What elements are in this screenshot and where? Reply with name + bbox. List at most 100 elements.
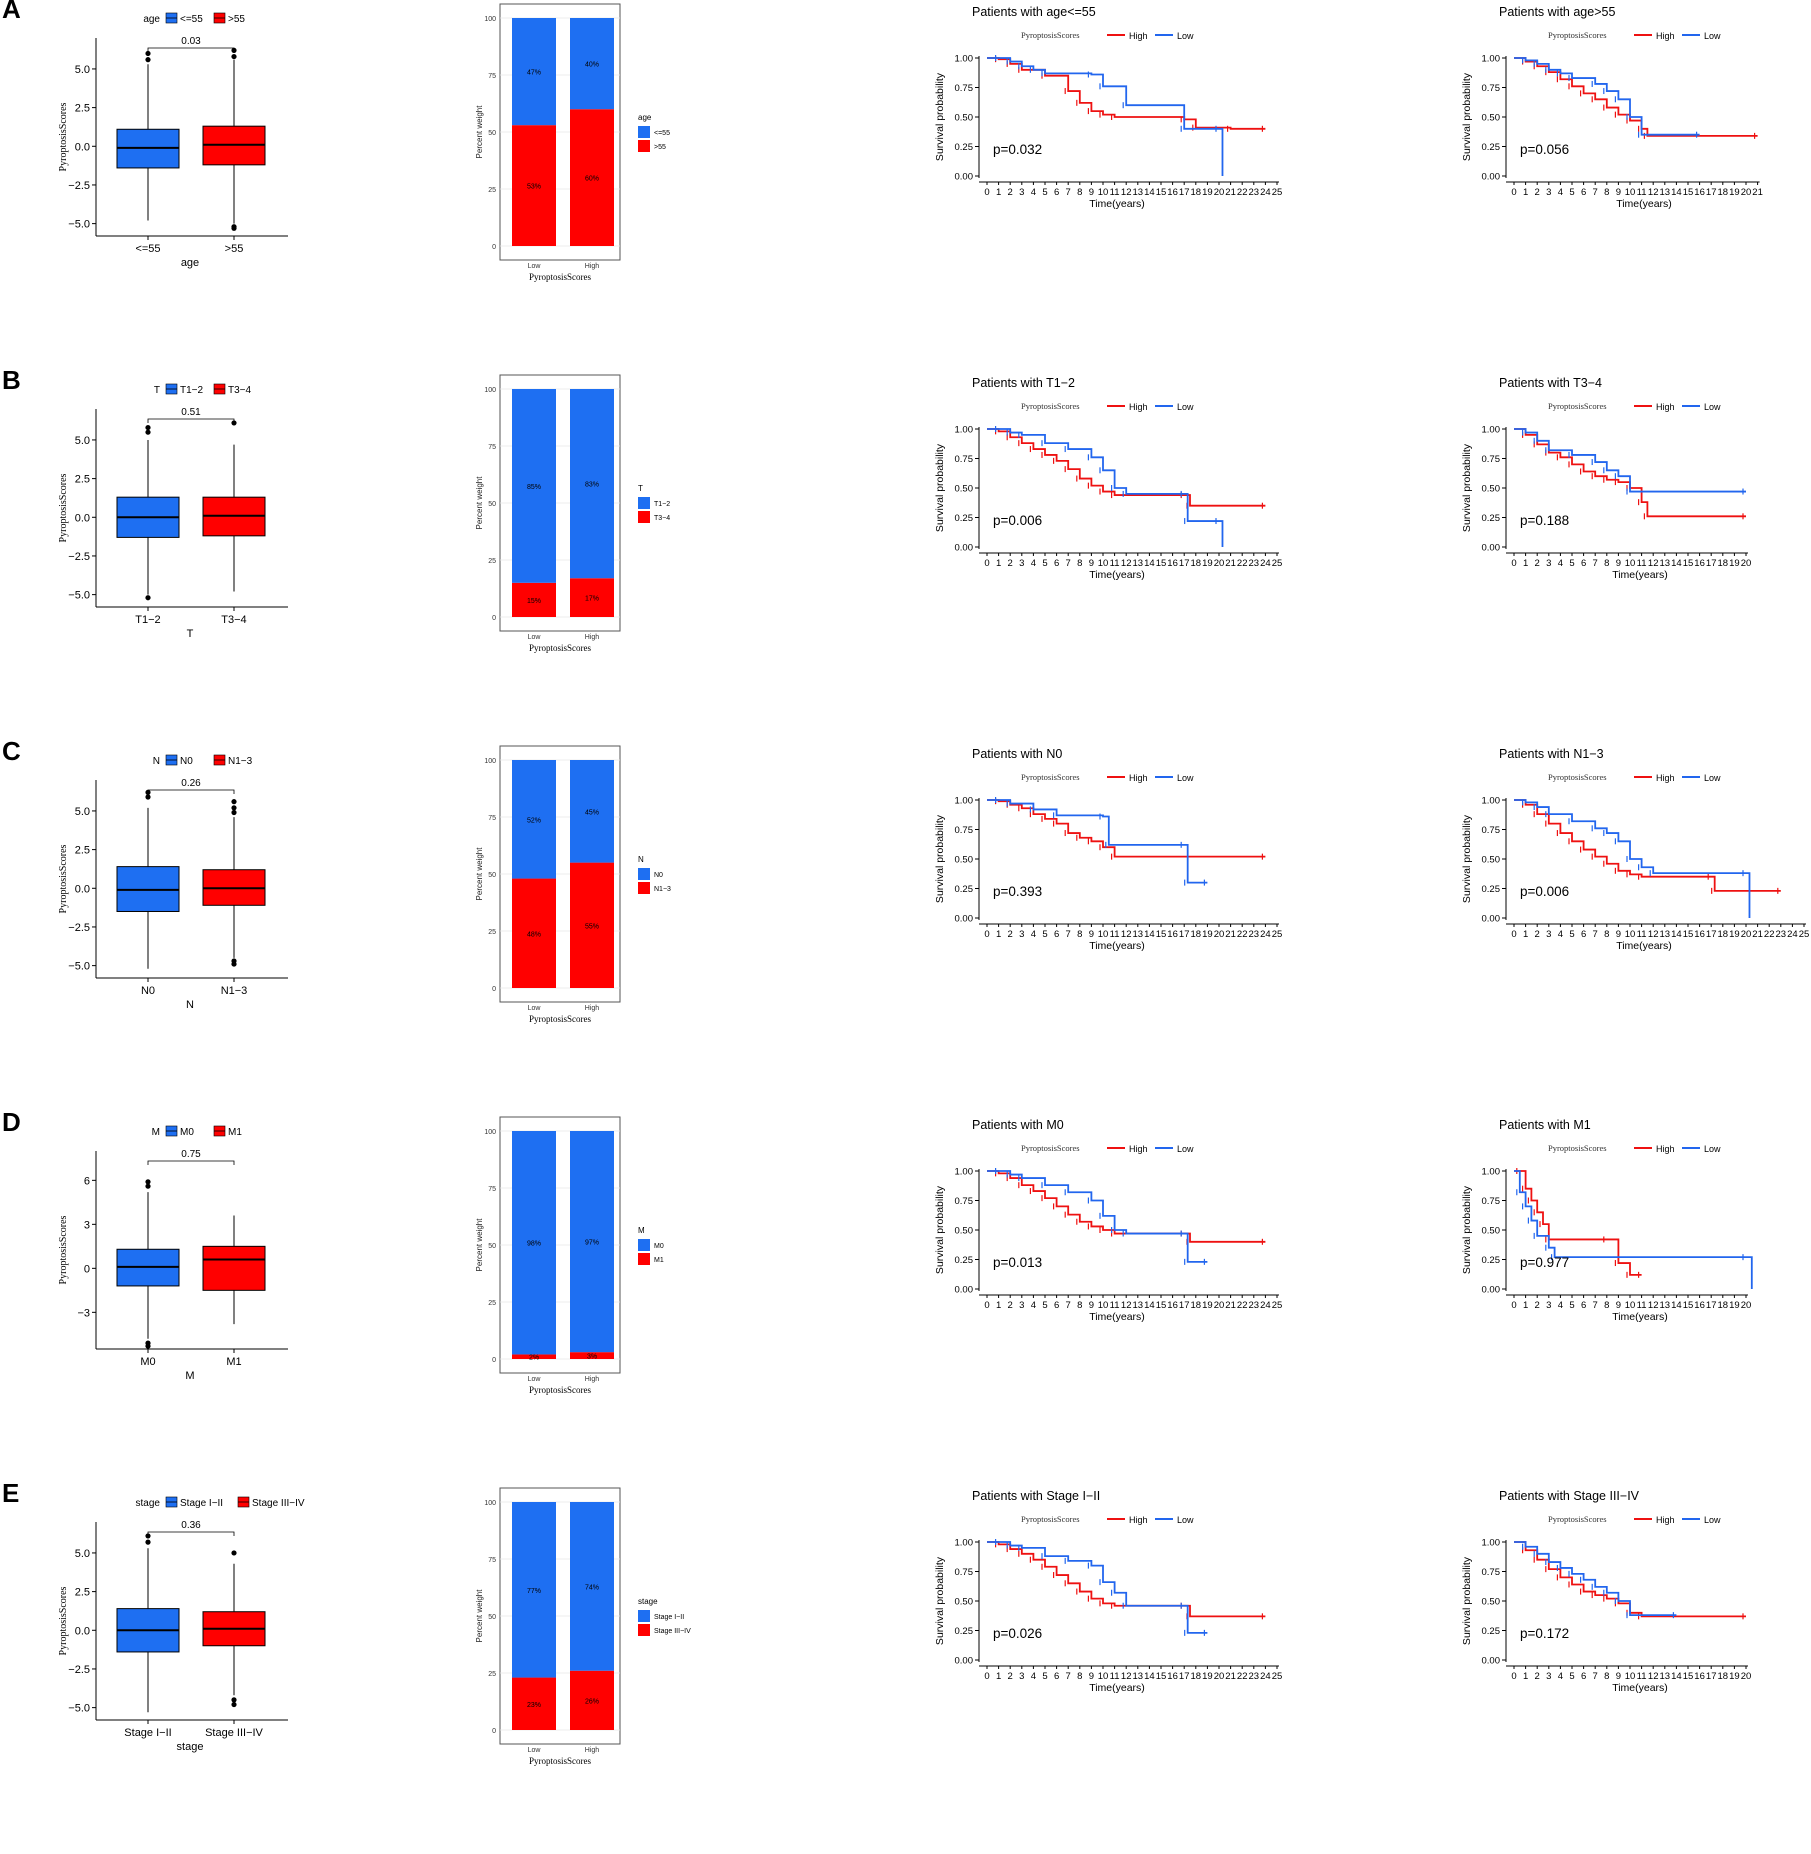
- legend-title: T: [638, 484, 643, 493]
- x-tick-label: 7: [1593, 929, 1598, 940]
- y-tick-label: 25: [488, 1671, 496, 1678]
- km-legend-label-low: Low: [1704, 31, 1721, 41]
- x-tick-label: 12: [1648, 187, 1659, 198]
- y-tick-label: 25: [488, 1300, 496, 1307]
- x-tick-label: 24: [1787, 929, 1798, 940]
- y-axis-label: PyroptosisScores: [58, 102, 69, 171]
- legend-label-0: <=55: [654, 130, 670, 137]
- km-curve-high: [987, 428, 1266, 507]
- x-tick-label: 9: [1616, 1671, 1621, 1682]
- y-tick-label: −3: [77, 1307, 90, 1319]
- outlier-point: [145, 794, 151, 800]
- x-tick-label: 18: [1191, 1671, 1202, 1682]
- legend-label-0: T1−2: [654, 501, 670, 508]
- bar-segment-N1−3: [570, 862, 614, 988]
- y-tick-label: 1.00: [1482, 796, 1501, 807]
- km-legend-label-low: Low: [1704, 1144, 1721, 1154]
- x-axis-label: Time(years): [1089, 1682, 1145, 1694]
- x-tick-label: 19: [1729, 1671, 1740, 1682]
- x-tick-label: 18: [1191, 929, 1202, 940]
- y-tick-label: 2.5: [75, 845, 90, 857]
- x-axis-label: Time(years): [1612, 1311, 1668, 1323]
- x-tick-label: 5: [1042, 1300, 1047, 1311]
- x-tick-label: 19: [1729, 929, 1740, 940]
- km-p-value: p=0.056: [1520, 142, 1569, 157]
- y-tick-label: 0.50: [955, 855, 974, 866]
- y-axis-label: Survival probability: [934, 72, 946, 161]
- y-tick-label: 0.50: [955, 113, 974, 124]
- km-curve-low: [987, 428, 1224, 547]
- p-bracket: [147, 47, 235, 52]
- x-axis-label: PyroptosisScores: [529, 272, 592, 282]
- x-tick-label: 7: [1593, 558, 1598, 569]
- km-legend-label-low: Low: [1177, 31, 1194, 41]
- y-tick-label: 75: [488, 1186, 496, 1193]
- x-axis-label: stage: [177, 1741, 204, 1753]
- x-tick-label: 6: [1581, 1300, 1586, 1311]
- y-tick-label: 0: [492, 244, 496, 251]
- x-tick-label: 23: [1249, 187, 1260, 198]
- outlier-point: [231, 961, 237, 967]
- x-axis-label: Time(years): [1612, 569, 1668, 581]
- bar-segment-T3−4: [570, 578, 614, 617]
- x-tick-label: 18: [1718, 1671, 1729, 1682]
- y-tick-label: 0.25: [955, 142, 974, 153]
- km-legend-label-high: High: [1129, 773, 1148, 783]
- km-legend-label-low: Low: [1177, 773, 1194, 783]
- x-tick-label: High: [585, 634, 600, 641]
- y-tick-label: −5.0: [68, 590, 90, 602]
- x-tick-label: 18: [1191, 558, 1202, 569]
- x-tick-label: 10: [1625, 187, 1636, 198]
- x-tick-label: 8: [1077, 558, 1082, 569]
- x-tick-label: 25: [1272, 187, 1283, 198]
- legend-key-1: [638, 882, 650, 894]
- y-axis-label: Percent weight: [475, 476, 484, 530]
- x-tick-label: 15: [1683, 1300, 1694, 1311]
- y-tick-label: 0.00: [1482, 1656, 1501, 1667]
- x-tick-label: Low: [528, 1005, 542, 1012]
- p-value: 0.51: [181, 407, 201, 418]
- bar-data-label: 15%: [527, 598, 541, 605]
- x-tick-label: 5: [1042, 1671, 1047, 1682]
- legend-key-0: [638, 497, 650, 509]
- x-tick-label: 15: [1683, 1671, 1694, 1682]
- x-tick-label: High: [585, 1376, 600, 1383]
- x-tick-label: 20: [1214, 929, 1225, 940]
- box-legend-title: N: [153, 756, 160, 767]
- y-axis-label: Survival probability: [1461, 814, 1473, 903]
- x-tick-label: 5: [1569, 1671, 1574, 1682]
- km-title: Patients with Stage III−IV: [1499, 1489, 1640, 1503]
- x-tick-label: 3: [1019, 929, 1024, 940]
- km-p-value: p=0.393: [993, 884, 1042, 899]
- km-curve-low: [1514, 57, 1700, 136]
- outlier-point: [145, 57, 151, 63]
- y-tick-label: 0.0: [75, 512, 90, 524]
- y-tick-label: 0.75: [955, 1196, 974, 1207]
- y-tick-label: 0: [492, 615, 496, 622]
- km-curve-high: [987, 57, 1266, 130]
- km-legend-title: PyroptosisScores: [1548, 772, 1607, 782]
- x-tick-label: 7: [1593, 1300, 1598, 1311]
- y-tick-label: 0.25: [1482, 884, 1501, 895]
- x-tick-label: 22: [1237, 558, 1248, 569]
- x-tick-label: 9: [1089, 1300, 1094, 1311]
- y-tick-label: 0.25: [1482, 1626, 1501, 1637]
- x-tick-label: 10: [1625, 558, 1636, 569]
- y-tick-label: −2.5: [68, 922, 90, 934]
- x-tick-label: 2: [1008, 929, 1013, 940]
- legend-key-1: [638, 511, 650, 523]
- x-tick-label: 19: [1202, 1671, 1213, 1682]
- km-legend-label-low: Low: [1704, 773, 1721, 783]
- x-tick-label: 5: [1042, 929, 1047, 940]
- x-axis-label: PyroptosisScores: [529, 1756, 592, 1766]
- panel-row-d: D M M0 M1 −3 0 3 6 PyroptosisScores M0 M1 0.75 M 0 25 5…: [0, 1107, 1811, 1483]
- legend-title: age: [638, 113, 652, 122]
- panel-row-c: C N N0 N1−3 −5.0 −2.5 0.0 2.5 5.0 PyroptosisScore…: [0, 736, 1811, 1112]
- bar-segment-M1: [570, 1352, 614, 1359]
- bar-data-label: 3%: [587, 1354, 597, 1361]
- x-tick-label: 3: [1019, 187, 1024, 198]
- x-tick-label: 0: [1511, 187, 1516, 198]
- x-tick-label: 1: [1523, 1300, 1528, 1311]
- bar-segment-T3−4: [512, 582, 556, 617]
- x-tick-label: 6: [1581, 929, 1586, 940]
